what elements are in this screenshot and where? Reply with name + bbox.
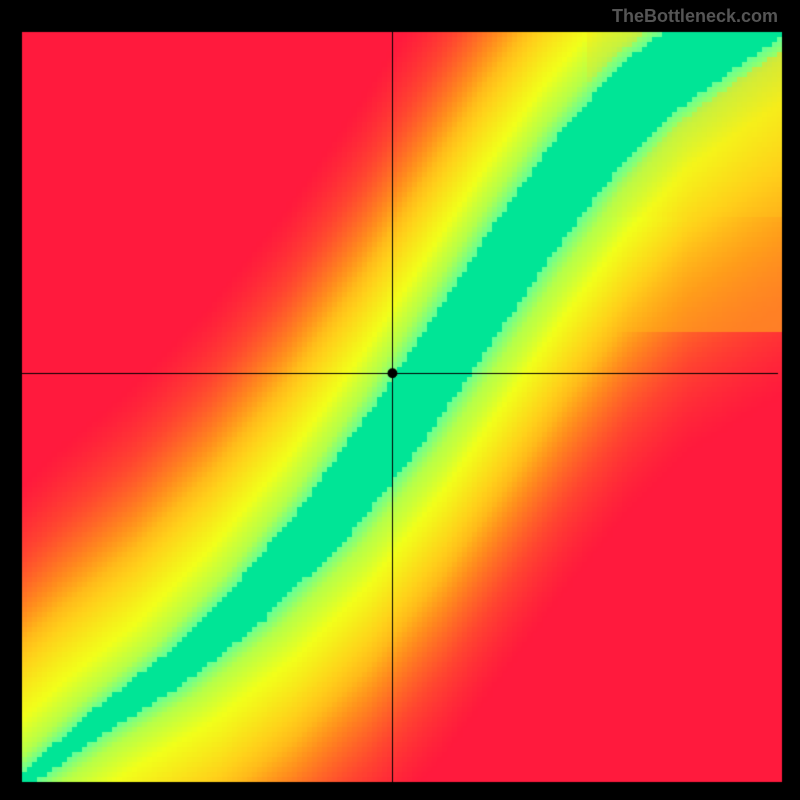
watermark-text: TheBottleneck.com bbox=[612, 6, 778, 27]
bottleneck-heatmap bbox=[0, 0, 800, 800]
